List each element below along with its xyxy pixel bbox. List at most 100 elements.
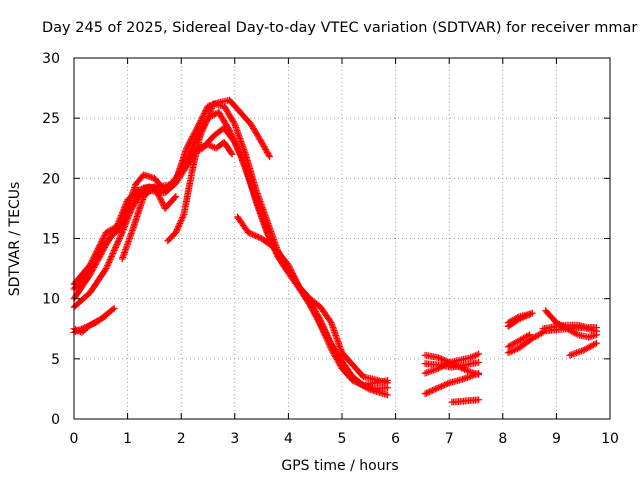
x-tick-label: 4 (284, 431, 293, 447)
data-point-run (133, 172, 146, 187)
data-point-run (565, 326, 580, 338)
data-point (384, 379, 391, 387)
data-point-run (71, 262, 93, 287)
data-point (86, 261, 94, 269)
data-point-run (119, 227, 136, 261)
data-point-run (82, 320, 98, 331)
y-tick-label: 25 (42, 111, 60, 127)
data-point-run (197, 116, 211, 139)
data-point-run (93, 313, 109, 326)
data-point (183, 144, 190, 152)
x-tick-label: 8 (498, 431, 507, 447)
data-point-run (248, 122, 265, 145)
data-point (526, 310, 533, 318)
x-tick-label: 1 (123, 431, 132, 447)
data-point-run (506, 338, 521, 350)
data-point-run (114, 214, 130, 229)
data-point-run (334, 350, 350, 373)
data-point (226, 126, 233, 134)
data-point-run (246, 229, 264, 242)
x-tick-label: 9 (552, 431, 561, 447)
data-point-run (328, 347, 345, 371)
data-point-run (221, 104, 238, 127)
data-point (475, 350, 483, 358)
y-axis-label: SDTVAR / TECUs (7, 182, 23, 297)
data-point (244, 229, 252, 236)
data-point-run (130, 194, 147, 231)
data-point (81, 324, 89, 331)
data-point-run (87, 266, 109, 295)
data-point-run (568, 347, 585, 359)
data-point (327, 345, 335, 353)
y-tick-label: 10 (42, 292, 60, 308)
data-point-run (530, 329, 545, 341)
data-point-run (506, 345, 521, 356)
series-track-v (566, 339, 600, 359)
data-point-run (339, 350, 356, 368)
data-point (196, 132, 204, 140)
series-track-u (539, 325, 600, 341)
data-point-run (151, 184, 168, 211)
data-point-run (98, 234, 114, 253)
data-point (124, 213, 131, 221)
data-point-run (188, 134, 204, 175)
data-point (258, 138, 265, 146)
data-point-run (259, 140, 273, 159)
data-point-run (423, 365, 441, 377)
data-point-run (307, 302, 324, 328)
data-point (579, 347, 587, 354)
data-point-run (173, 212, 187, 235)
data-point-run (516, 335, 535, 351)
data-point (421, 390, 429, 398)
x-tick-label: 0 (70, 431, 79, 447)
data-point (228, 150, 236, 158)
data-point (475, 359, 483, 366)
y-tick-label: 0 (51, 412, 60, 428)
data-point-run (162, 194, 179, 211)
data-point-run (242, 152, 260, 193)
data-point-run (173, 164, 190, 186)
x-tick-label: 6 (391, 431, 400, 447)
data-point (151, 183, 158, 191)
data-point (317, 321, 324, 329)
data-point-run (194, 104, 211, 130)
data-point-run (581, 340, 599, 354)
data-point-run (71, 290, 93, 310)
data-point (526, 331, 533, 339)
x-tick-label: 7 (445, 431, 454, 447)
data-point-run (124, 182, 139, 211)
series-track-q (504, 331, 533, 351)
data-point-run (87, 230, 109, 267)
data-point-run (328, 320, 345, 355)
x-tick-label: 2 (177, 431, 186, 447)
data-marks (70, 96, 600, 406)
data-point (475, 396, 483, 404)
data-point-run (517, 332, 532, 344)
data-point-run (165, 230, 179, 244)
data-point-run (109, 224, 125, 239)
x-tick-label: 3 (230, 431, 239, 447)
data-point (593, 331, 600, 339)
series-track-n (448, 396, 483, 406)
y-tick-label: 20 (42, 171, 60, 187)
data-point-run (253, 188, 270, 223)
data-point-run (227, 97, 243, 115)
series-track-g (234, 213, 391, 387)
data-point-run (543, 308, 559, 325)
series-track-e (118, 183, 180, 263)
data-point (204, 141, 212, 149)
data-point-run (103, 230, 125, 271)
data-point-run (71, 272, 93, 301)
data-point (435, 384, 442, 392)
series-track-i (70, 312, 110, 336)
data-point (193, 124, 201, 132)
data-point-run (460, 370, 481, 383)
data-point (435, 354, 442, 362)
data-point-run (259, 236, 278, 251)
data-point (172, 192, 180, 200)
data-point-run (296, 284, 313, 301)
data-point-run (231, 122, 249, 157)
data-point (593, 324, 600, 331)
